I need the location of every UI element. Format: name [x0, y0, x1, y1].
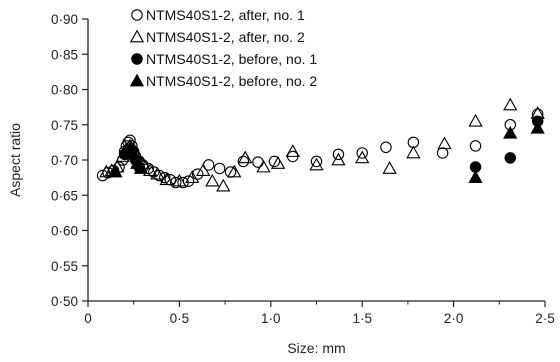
legend-label: NTMS40S1-2, after, no. 1	[146, 7, 305, 23]
y-tick-label: 0·65	[51, 188, 78, 203]
y-axis-ticks: 0·50 0·55 0·60 0·65 0·70 0·75 0·80 0·85 0·90	[51, 12, 88, 309]
x-tick-label: 1·0	[261, 311, 281, 326]
y-tick-label: 0·80	[51, 83, 78, 98]
legend-item: NTMS40S1-2, after, no. 1	[131, 7, 305, 23]
data-point	[256, 159, 271, 173]
data-point	[205, 173, 220, 187]
data-point	[382, 161, 397, 174]
data-point	[503, 97, 518, 111]
x-tick-label: 1·5	[352, 311, 372, 326]
data-point	[159, 171, 171, 184]
y-tick-label: 0·50	[51, 294, 78, 309]
data-point	[406, 145, 421, 159]
data-point	[380, 141, 392, 154]
legend-marker	[129, 73, 145, 87]
legend-label: NTMS40S1-2, before, no. 1	[146, 51, 317, 67]
x-tick-label: 2·0	[444, 311, 464, 326]
data-point	[468, 113, 483, 127]
data-point	[437, 136, 452, 150]
x-tick-label: 0	[84, 311, 92, 326]
series-3	[118, 115, 544, 173]
y-tick-label: 0·75	[51, 118, 78, 133]
data-point	[469, 140, 482, 152]
x-axis-ticks: 0 0·5 1·0 1·5 2·0 2·5	[84, 301, 555, 326]
legend-label: NTMS40S1-2, before, no. 2	[146, 73, 317, 89]
data-point	[108, 164, 123, 178]
data-point	[213, 162, 226, 175]
data-point	[530, 120, 545, 134]
data-point	[332, 148, 345, 161]
data-point	[310, 155, 323, 168]
legend: NTMS40S1-2, after, no. 1 NTMS40S1-2, afte…	[129, 7, 317, 89]
y-tick-label: 0·60	[51, 224, 78, 239]
data-point	[143, 163, 158, 176]
data-point	[237, 155, 250, 168]
data-point	[503, 125, 518, 139]
series-4	[108, 120, 545, 184]
x-tick-label: 2·5	[535, 311, 555, 326]
data-point	[268, 155, 281, 168]
legend-item: NTMS40S1-2, after, no. 2	[129, 29, 305, 45]
data-point	[252, 156, 264, 168]
axes: 0 0·5 1·0 1·5 2·0 2·5 0·50 0·55 0·60 0·65 0·70 0·7…	[7, 12, 555, 356]
y-axis-title: Aspect ratio	[7, 123, 23, 197]
data-point	[436, 147, 449, 159]
data-point	[150, 166, 165, 180]
legend-marker	[131, 53, 143, 65]
y-tick-label: 0·90	[51, 12, 78, 27]
data-point	[169, 176, 182, 189]
data-point	[309, 157, 324, 171]
data-point	[126, 147, 141, 160]
legend-item: NTMS40S1-2, before, no. 2	[129, 73, 317, 89]
data-point	[356, 147, 368, 159]
y-tick-label: 0·55	[51, 259, 78, 274]
data-point	[216, 178, 231, 192]
legend-item: NTMS40S1-2, before, no. 1	[131, 51, 317, 67]
data-point	[99, 164, 114, 178]
data-point	[238, 150, 253, 164]
data-point	[468, 170, 483, 184]
legend-label: NTMS40S1-2, after, no. 2	[146, 29, 305, 45]
data-point	[227, 164, 242, 178]
data-point	[331, 152, 346, 166]
data-point	[172, 173, 187, 187]
plot-area	[96, 97, 545, 192]
data-point	[191, 168, 204, 180]
legend-marker	[129, 29, 145, 43]
data-point	[196, 163, 211, 176]
data-point	[185, 170, 200, 184]
data-point	[133, 161, 149, 174]
data-point	[285, 144, 300, 157]
data-point	[504, 152, 517, 164]
data-point	[355, 150, 370, 164]
x-axis-title: Size: mm	[287, 340, 345, 356]
y-tick-label: 0·70	[51, 153, 78, 168]
data-point	[159, 172, 174, 186]
legend-marker	[131, 9, 143, 21]
data-point	[270, 156, 286, 169]
y-tick-label: 0·85	[51, 47, 78, 62]
x-tick-label: 0·5	[170, 311, 190, 326]
